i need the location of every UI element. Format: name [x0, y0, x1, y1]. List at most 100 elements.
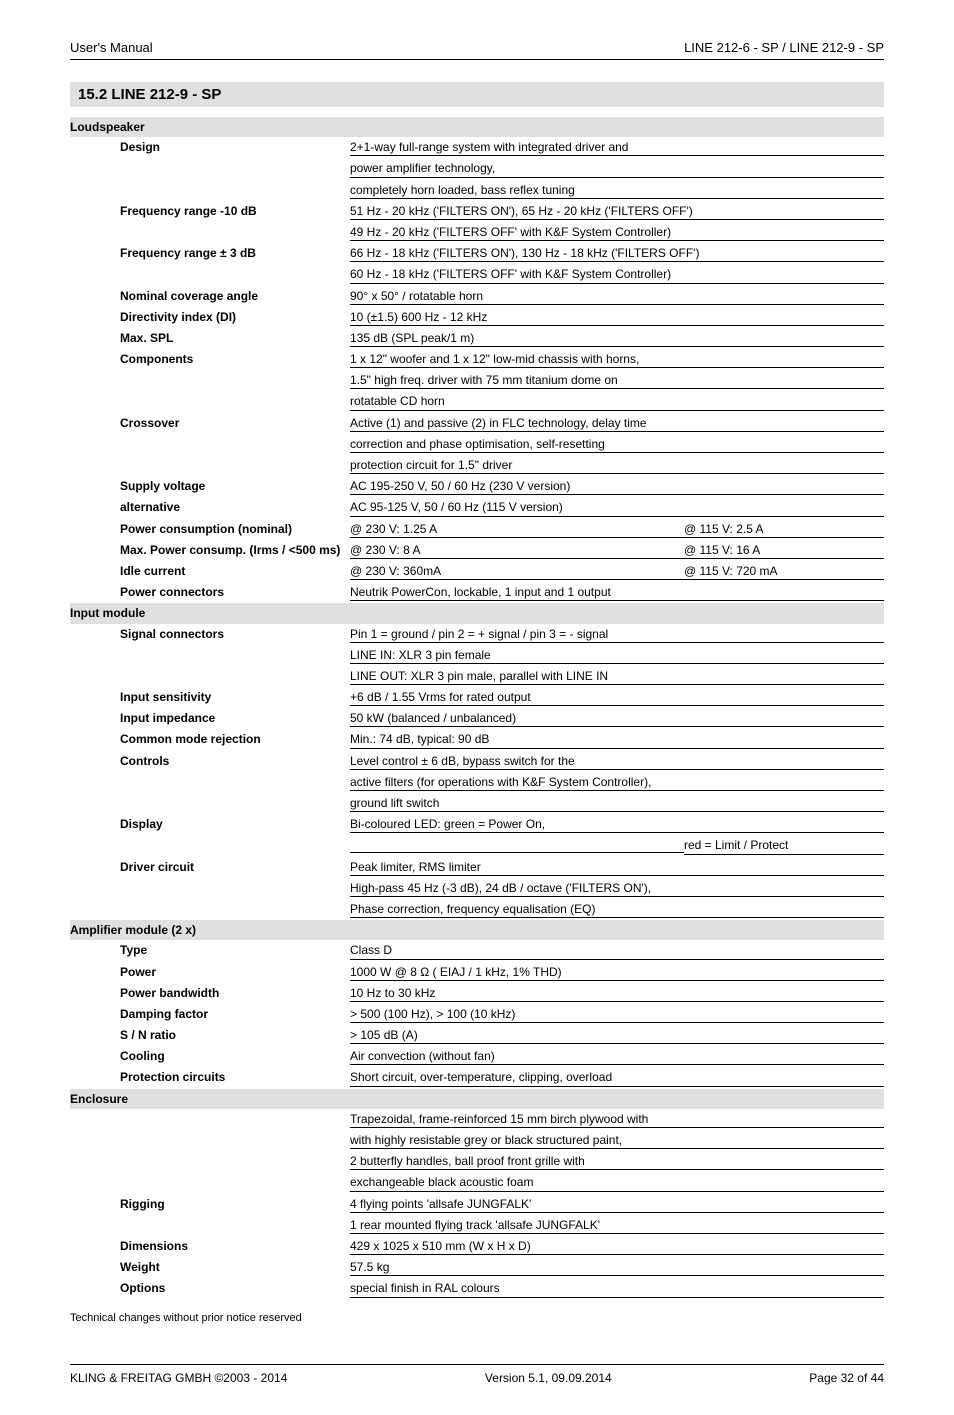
value-text: Air convection (without fan) [350, 1048, 884, 1065]
label-cell: Display [120, 814, 350, 835]
spec-row: Max. SPL135 dB (SPL peak/1 m) [70, 328, 884, 349]
value-text: 4 flying points 'allsafe JUNGFALK' [350, 1196, 884, 1213]
header-left: User's Manual [70, 40, 153, 55]
label-cell [120, 1151, 350, 1172]
value-cell: exchangeable black acoustic foam [350, 1172, 884, 1193]
value-text: active filters (for operations with K&F … [350, 774, 884, 791]
indent-cell [70, 158, 120, 179]
indent-cell [70, 201, 120, 222]
value-cell: 1000 W @ 8 Ω ( EIAJ / 1 kHz, 1% THD) [350, 962, 884, 983]
value-cell: AC 95-125 V, 50 / 60 Hz (115 V version) [350, 497, 884, 518]
indent-cell [70, 751, 120, 772]
label-cell: Crossover [120, 413, 350, 434]
indent-cell [70, 878, 120, 899]
group-header: Loudspeaker [70, 117, 884, 137]
value-cell: Trapezoidal, frame-reinforced 15 mm birc… [350, 1109, 884, 1130]
label-cell [120, 434, 350, 455]
value-cell: LINE IN: XLR 3 pin female [350, 645, 884, 666]
label-cell: Input sensitivity [120, 687, 350, 708]
indent-cell [70, 264, 120, 285]
indent-cell [70, 1194, 120, 1215]
value-text: ground lift switch [350, 795, 884, 812]
indent-cell [70, 476, 120, 497]
indent-cell [70, 243, 120, 264]
value-text: 50 kW (balanced / unbalanced) [350, 710, 884, 727]
value-cell: 2 butterfly handles, ball proof front gr… [350, 1151, 884, 1172]
indent-cell [70, 307, 120, 328]
value-cell: protection circuit for 1.5" driver [350, 455, 884, 476]
value-text: 60 Hz - 18 kHz ('FILTERS OFF' with K&F S… [350, 266, 884, 283]
label-cell [120, 455, 350, 476]
value-cell: High-pass 45 Hz (-3 dB), 24 dB / octave … [350, 878, 884, 899]
spec-row: Components1 x 12" woofer and 1 x 12" low… [70, 349, 884, 370]
value-text: 57.5 kg [350, 1259, 884, 1276]
indent-cell [70, 1046, 120, 1067]
value-cell: 90° x 50° / rotatable horn [350, 286, 884, 307]
indent-cell [70, 180, 120, 201]
label-cell [120, 370, 350, 391]
label-cell [120, 391, 350, 412]
spec-row: 60 Hz - 18 kHz ('FILTERS OFF' with K&F S… [70, 264, 884, 285]
spec-row: 1 rear mounted flying track 'allsafe JUN… [70, 1215, 884, 1236]
spec-row: active filters (for operations with K&F … [70, 772, 884, 793]
value-cell: 4 flying points 'allsafe JUNGFALK' [350, 1194, 884, 1215]
indent-cell [70, 349, 120, 370]
value-text: Neutrik PowerCon, lockable, 1 input and … [350, 584, 884, 601]
indent-cell [70, 455, 120, 476]
page: User's Manual LINE 212-6 - SP / LINE 212… [0, 0, 954, 1415]
value-text [350, 837, 684, 852]
label-cell [120, 158, 350, 179]
spec-row: Optionsspecial finish in RAL colours [70, 1278, 884, 1299]
spec-row: Max. Power consump. (Irms / <500 ms)@ 23… [70, 540, 884, 561]
indent-cell [70, 1151, 120, 1172]
spec-row: LINE IN: XLR 3 pin female [70, 645, 884, 666]
spec-row: Protection circuitsShort circuit, over-t… [70, 1067, 884, 1088]
label-cell: Power consumption (nominal) [120, 519, 350, 540]
value-cell: > 105 dB (A) [350, 1025, 884, 1046]
value-cell: Min.: 74 dB, typical: 90 dB [350, 729, 884, 750]
spec-row: Power bandwidth10 Hz to 30 kHz [70, 983, 884, 1004]
label-cell [120, 222, 350, 243]
spec-row: completely horn loaded, bass reflex tuni… [70, 180, 884, 201]
value-text: Min.: 74 dB, typical: 90 dB [350, 731, 884, 748]
value-cell: Level control ± 6 dB, bypass switch for … [350, 751, 884, 772]
value-text: Active (1) and passive (2) in FLC techno… [350, 415, 884, 432]
indent-cell [70, 666, 120, 687]
value-cell: AC 195-250 V, 50 / 60 Hz (230 V version) [350, 476, 884, 497]
value-text: AC 95-125 V, 50 / 60 Hz (115 V version) [350, 499, 884, 516]
value-text: 429 x 1025 x 510 mm (W x H x D) [350, 1238, 884, 1255]
value-cell: +6 dB / 1.55 Vrms for rated output [350, 687, 884, 708]
spec-row: 2 butterfly handles, ball proof front gr… [70, 1151, 884, 1172]
value-text: Phase correction, frequency equalisation… [350, 901, 884, 918]
value-text: Level control ± 6 dB, bypass switch for … [350, 753, 884, 770]
indent-cell [70, 1067, 120, 1088]
label-cell [120, 1130, 350, 1151]
value-cell-2: red = Limit / Protect [684, 835, 884, 856]
spec-row: Nominal coverage angle90° x 50° / rotata… [70, 286, 884, 307]
label-cell: S / N ratio [120, 1025, 350, 1046]
value-text: Class D [350, 942, 884, 959]
spec-row: power amplifier technology, [70, 158, 884, 179]
label-cell: Damping factor [120, 1004, 350, 1025]
value-text: rotatable CD horn [350, 393, 884, 410]
value-cell: power amplifier technology, [350, 158, 884, 179]
indent-cell [70, 729, 120, 750]
spec-row: TypeClass D [70, 940, 884, 961]
value-text: 1000 W @ 8 Ω ( EIAJ / 1 kHz, 1% THD) [350, 964, 884, 981]
value-cell: 49 Hz - 20 kHz ('FILTERS OFF' with K&F S… [350, 222, 884, 243]
value-cell-2: @ 115 V: 2.5 A [684, 519, 884, 540]
label-cell: Idle current [120, 561, 350, 582]
indent-cell [70, 1004, 120, 1025]
indent-cell [70, 940, 120, 961]
value-cell: 1 x 12" woofer and 1 x 12" low-mid chass… [350, 349, 884, 370]
indent-cell [70, 814, 120, 835]
value-cell: 429 x 1025 x 510 mm (W x H x D) [350, 1236, 884, 1257]
value-text: Short circuit, over-temperature, clippin… [350, 1069, 884, 1086]
indent-cell [70, 899, 120, 920]
spec-row: LINE OUT: XLR 3 pin male, parallel with … [70, 666, 884, 687]
spec-row: Design2+1-way full-range system with int… [70, 137, 884, 158]
spec-row: Idle current@ 230 V: 360mA@ 115 V: 720 m… [70, 561, 884, 582]
label-cell: Type [120, 940, 350, 961]
value-text: LINE OUT: XLR 3 pin male, parallel with … [350, 668, 884, 685]
value-text: 49 Hz - 20 kHz ('FILTERS OFF' with K&F S… [350, 224, 884, 241]
